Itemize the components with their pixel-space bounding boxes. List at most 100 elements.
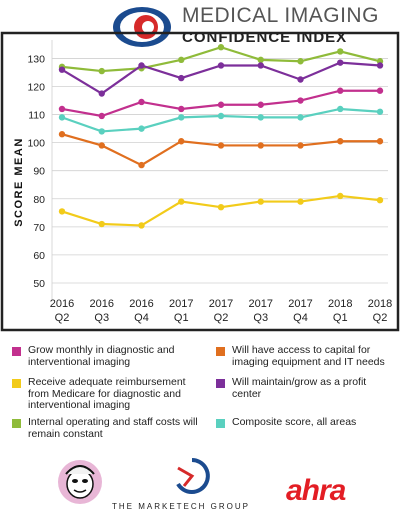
x-tick-labels: 2016 Q2 2016 Q3 2016 Q4 2017 Q1 2017 Q2 2017 Q3 2017… — [50, 298, 392, 324]
data-point — [98, 220, 105, 228]
ahra-logo: ahra — [286, 474, 346, 507]
y-tick-label: 100 — [27, 138, 45, 150]
data-point — [178, 56, 185, 64]
data-point — [178, 74, 185, 82]
nurse-mascot-icon — [58, 460, 102, 504]
data-point — [217, 203, 225, 211]
legend-swatch — [216, 347, 225, 356]
data-point — [58, 208, 66, 215]
data-point — [138, 62, 145, 69]
data-point — [138, 161, 145, 169]
legend-label: Will maintain/grow as a profit center — [232, 376, 367, 400]
data-point — [297, 198, 304, 205]
data-point — [138, 125, 145, 132]
y-tick-label: 50 — [33, 278, 45, 290]
series-group — [58, 105, 384, 135]
data-point — [178, 105, 185, 113]
data-point — [257, 114, 264, 121]
data-point — [257, 62, 264, 69]
marketech-wordmark: THE MARKETECH GROUP — [112, 502, 251, 511]
x-tick-label-quarter: Q2 — [373, 312, 388, 324]
data-point — [376, 62, 384, 69]
data-point — [376, 87, 384, 94]
x-tick-label-year: 2017 — [169, 298, 193, 310]
x-tick-label-year: 2017 — [288, 298, 312, 310]
data-point — [337, 48, 344, 55]
x-tick-label-quarter: Q4 — [293, 312, 308, 324]
data-point — [58, 66, 66, 73]
grid-lines — [51, 40, 388, 300]
x-tick-label-year: 2016 — [50, 298, 74, 310]
data-point — [58, 114, 66, 121]
series-group — [58, 87, 384, 120]
x-tick-label-year: 2018 — [368, 298, 392, 310]
data-point — [178, 114, 185, 121]
data-point — [138, 222, 145, 229]
line-chart: SCORE MEAN 50 60 70 80 90 100 110 120 130 2016 Q2… — [0, 31, 400, 332]
legend-swatch — [12, 419, 21, 428]
series-group — [58, 59, 384, 97]
legend-label: Will have access to capital for imaging … — [232, 344, 385, 368]
series-group — [58, 192, 384, 229]
y-tick-label: 90 — [33, 166, 45, 178]
series-group — [58, 44, 384, 75]
x-tick-label-quarter: Q2 — [55, 312, 70, 324]
data-point — [337, 138, 344, 145]
x-tick-label-quarter: Q3 — [94, 312, 109, 324]
data-point — [178, 138, 185, 145]
legend-label: Composite score, all areas — [232, 416, 357, 428]
series-group — [58, 131, 384, 169]
data-point — [138, 98, 145, 106]
data-point — [297, 97, 304, 104]
x-tick-label-quarter: Q4 — [134, 312, 149, 324]
data-point — [297, 142, 304, 149]
data-point — [337, 105, 344, 113]
y-tick-labels: 50 60 70 80 90 100 110 120 130 — [27, 53, 45, 290]
data-point — [337, 87, 344, 94]
y-tick-label: 80 — [33, 194, 45, 206]
data-point — [257, 198, 264, 205]
data-point — [98, 67, 105, 75]
data-point — [217, 101, 225, 108]
data-point — [178, 198, 185, 205]
x-tick-label-year: 2016 — [90, 298, 114, 310]
chart-frame — [0, 31, 400, 332]
footer — [0, 452, 400, 516]
data-point — [257, 101, 264, 108]
data-point — [217, 62, 225, 69]
x-tick-label-year: 2016 — [129, 298, 153, 310]
x-tick-label-year: 2017 — [209, 298, 233, 310]
legend-swatch — [216, 379, 225, 388]
data-point — [217, 142, 225, 149]
data-point — [297, 58, 304, 65]
y-tick-label: 60 — [33, 250, 45, 262]
legend-label: Grow monthly in diagnostic and intervent… — [28, 344, 175, 368]
y-tick-label: 130 — [27, 53, 45, 65]
data-point — [297, 76, 304, 83]
legend-swatch — [216, 419, 225, 428]
legend-swatch — [12, 379, 21, 388]
data-point — [98, 90, 105, 97]
marketech-logo-icon — [176, 458, 210, 494]
legend-label: Internal operating and staff costs will … — [28, 416, 198, 440]
data-point — [98, 112, 105, 120]
data-point — [257, 56, 264, 64]
data-point — [98, 128, 105, 135]
series-line — [61, 133, 380, 167]
x-tick-label-quarter: Q2 — [214, 312, 229, 324]
data-point — [337, 59, 344, 66]
x-tick-label-quarter: Q3 — [253, 312, 268, 324]
series-lines — [58, 44, 384, 229]
data-point — [58, 105, 66, 113]
data-point — [297, 114, 304, 121]
x-tick-label-quarter: Q1 — [174, 312, 189, 324]
index-title-line1: MEDICAL IMAGING — [182, 4, 379, 27]
x-tick-label-year: 2017 — [249, 298, 273, 310]
data-point — [376, 138, 384, 145]
x-tick-label-year: 2018 — [328, 298, 352, 310]
data-point — [217, 112, 225, 120]
data-point — [58, 131, 66, 138]
series-line — [61, 194, 381, 227]
data-point — [376, 196, 384, 204]
legend-swatch — [12, 347, 21, 356]
